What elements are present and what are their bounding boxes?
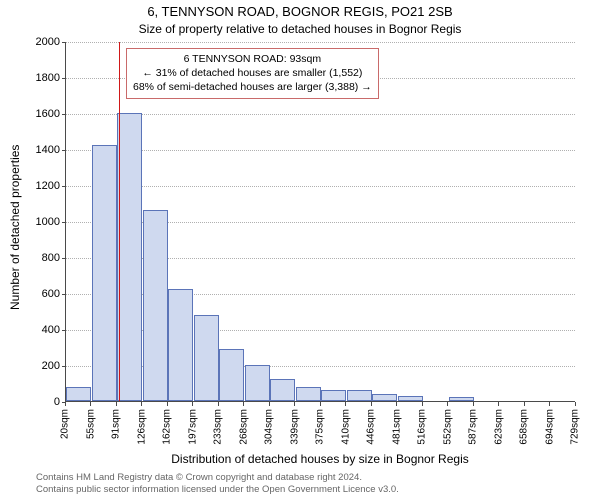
x-tick-label: 516sqm [417, 409, 428, 445]
y-tick-label: 200 [10, 360, 60, 372]
x-tick-label: 20sqm [60, 409, 71, 439]
chart-subtitle: Size of property relative to detached ho… [0, 22, 600, 36]
x-tick-label: 446sqm [366, 409, 377, 445]
y-tick-label: 400 [10, 324, 60, 336]
x-tick-mark [498, 402, 499, 406]
histogram-bar [245, 365, 270, 401]
x-tick-label: 162sqm [162, 409, 173, 445]
y-tick-label: 1800 [10, 72, 60, 84]
y-tick-label: 1600 [10, 108, 60, 120]
x-tick-label: 126sqm [136, 409, 147, 445]
gridline [66, 114, 575, 115]
x-tick-mark [294, 402, 295, 406]
histogram-bar [66, 387, 91, 401]
y-tick-mark [62, 150, 66, 151]
x-tick-label: 694sqm [544, 409, 555, 445]
y-tick-label: 1200 [10, 180, 60, 192]
x-tick-mark [371, 402, 372, 406]
y-tick-mark [62, 222, 66, 223]
x-tick-label: 729sqm [570, 409, 581, 445]
y-tick-label: 600 [10, 288, 60, 300]
y-tick-mark [62, 258, 66, 259]
y-tick-label: 800 [10, 252, 60, 264]
histogram-bar [194, 315, 219, 401]
x-tick-mark [575, 402, 576, 406]
x-tick-label: 552sqm [442, 409, 453, 445]
histogram-bar [398, 396, 423, 401]
y-tick-mark [62, 114, 66, 115]
x-tick-label: 658sqm [519, 409, 530, 445]
annotation-line-3: 68% of semi-detached houses are larger (… [133, 80, 372, 94]
histogram-bar [296, 387, 321, 401]
annotation-box: 6 TENNYSON ROAD: 93sqm ← 31% of detached… [126, 48, 379, 99]
property-marker-line [119, 42, 120, 401]
x-tick-mark [141, 402, 142, 406]
x-tick-label: 410sqm [340, 409, 351, 445]
gridline [66, 42, 575, 43]
histogram-bar [168, 289, 193, 401]
y-tick-label: 1400 [10, 144, 60, 156]
x-tick-mark [524, 402, 525, 406]
x-tick-mark [192, 402, 193, 406]
x-tick-label: 268sqm [238, 409, 249, 445]
footer-line-2: Contains public sector information licen… [36, 484, 399, 496]
histogram-bar [321, 390, 346, 401]
footer-line-1: Contains HM Land Registry data © Crown c… [36, 472, 399, 484]
x-tick-mark [167, 402, 168, 406]
x-tick-mark [320, 402, 321, 406]
x-tick-label: 197sqm [187, 409, 198, 445]
annotation-line-2: ← 31% of detached houses are smaller (1,… [133, 66, 372, 80]
chart-container: 6, TENNYSON ROAD, BOGNOR REGIS, PO21 2SB… [0, 0, 600, 500]
histogram-bar [143, 210, 168, 401]
y-tick-mark [62, 78, 66, 79]
x-tick-label: 339sqm [289, 409, 300, 445]
histogram-bar [372, 394, 397, 401]
x-tick-mark [422, 402, 423, 406]
x-tick-label: 375sqm [315, 409, 326, 445]
footer-attribution: Contains HM Land Registry data © Crown c… [36, 472, 399, 496]
x-tick-mark [396, 402, 397, 406]
histogram-bar [449, 397, 474, 401]
y-tick-label: 0 [10, 396, 60, 408]
x-tick-mark [447, 402, 448, 406]
histogram-bar [270, 379, 295, 401]
histogram-bar [92, 145, 117, 401]
histogram-bar [219, 349, 244, 401]
x-tick-label: 304sqm [264, 409, 275, 445]
y-tick-mark [62, 330, 66, 331]
x-tick-label: 481sqm [391, 409, 402, 445]
x-tick-mark [65, 402, 66, 406]
y-tick-label: 1000 [10, 216, 60, 228]
x-tick-mark [90, 402, 91, 406]
annotation-line-1: 6 TENNYSON ROAD: 93sqm [133, 52, 372, 66]
x-tick-mark [473, 402, 474, 406]
histogram-bar [117, 113, 142, 401]
chart-title: 6, TENNYSON ROAD, BOGNOR REGIS, PO21 2SB [0, 4, 600, 19]
x-tick-label: 55sqm [85, 409, 96, 439]
y-tick-label: 2000 [10, 36, 60, 48]
y-tick-mark [62, 186, 66, 187]
gridline [66, 150, 575, 151]
x-tick-mark [269, 402, 270, 406]
x-tick-label: 623sqm [493, 409, 504, 445]
x-tick-mark [116, 402, 117, 406]
plot-area: 6 TENNYSON ROAD: 93sqm ← 31% of detached… [65, 42, 575, 402]
y-tick-mark [62, 366, 66, 367]
histogram-bar [347, 390, 372, 401]
y-tick-mark [62, 42, 66, 43]
x-tick-label: 91sqm [111, 409, 122, 439]
x-tick-mark [345, 402, 346, 406]
x-tick-label: 587sqm [468, 409, 479, 445]
x-tick-mark [218, 402, 219, 406]
y-tick-mark [62, 294, 66, 295]
gridline [66, 186, 575, 187]
x-tick-mark [243, 402, 244, 406]
x-axis-label: Distribution of detached houses by size … [0, 452, 600, 466]
x-tick-label: 233sqm [213, 409, 224, 445]
x-tick-mark [549, 402, 550, 406]
